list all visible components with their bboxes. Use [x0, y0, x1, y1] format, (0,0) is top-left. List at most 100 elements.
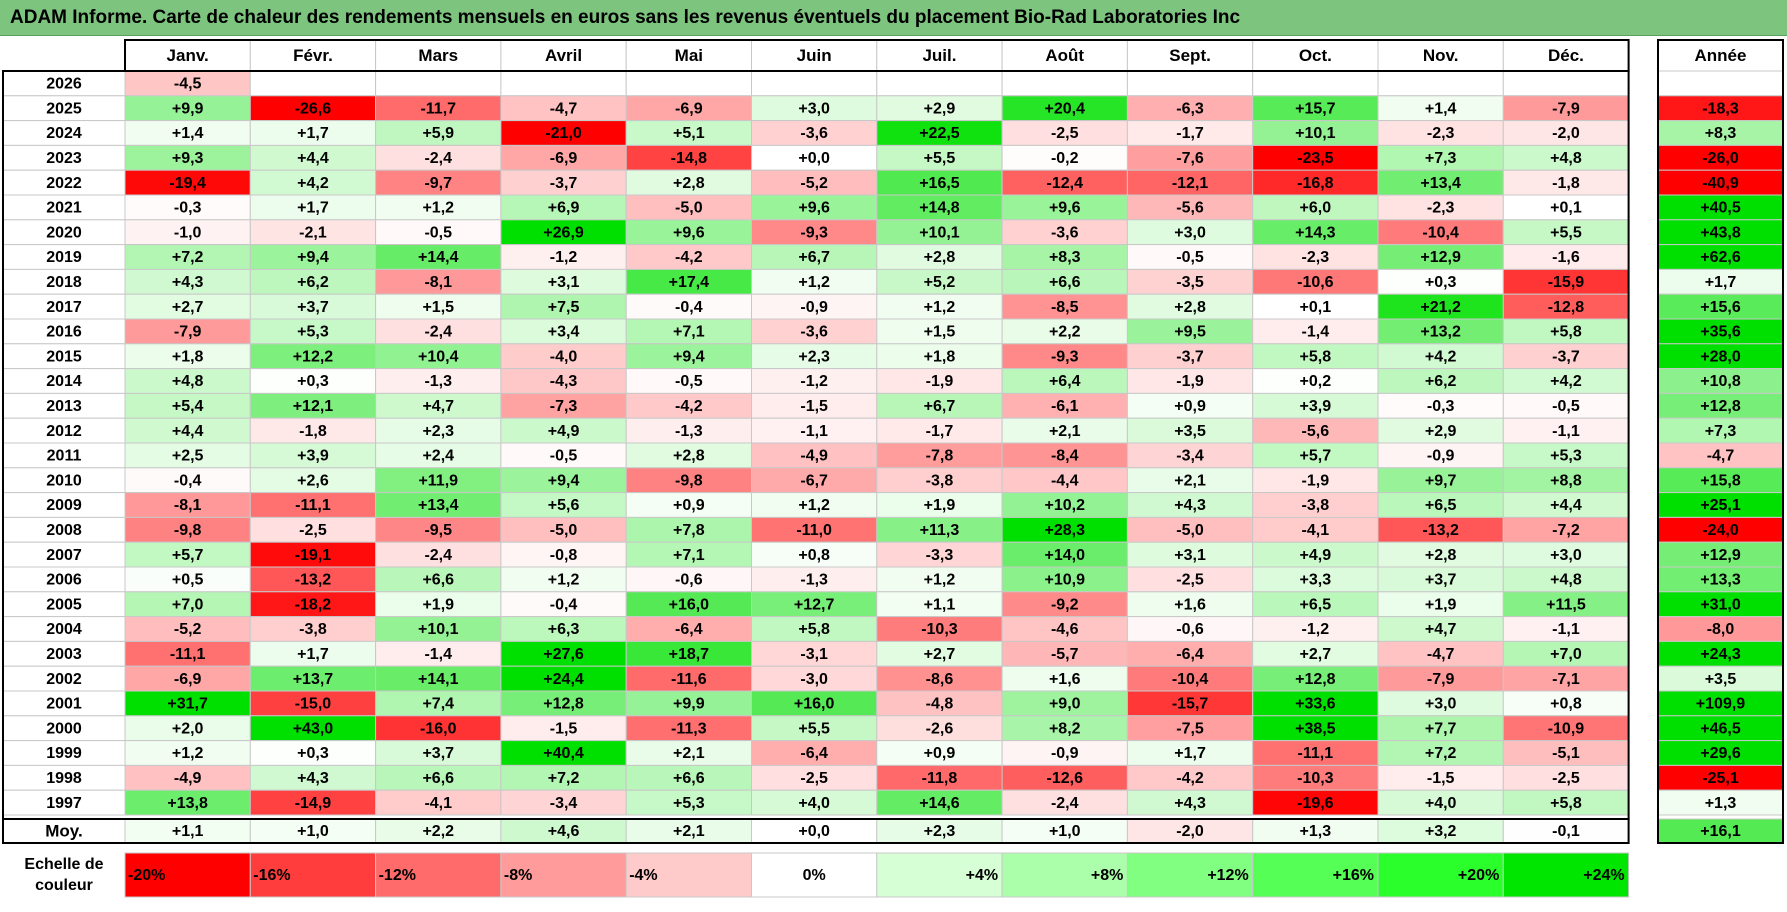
heatmap-cell	[1001, 318, 1128, 345]
heatmap-cell	[1377, 169, 1504, 196]
heatmap-value: -11,1	[295, 497, 331, 514]
heatmap-cell	[1502, 70, 1630, 97]
heatmap-cell	[249, 293, 377, 320]
heatmap-cell	[249, 467, 377, 494]
heatmap-value: +0,9	[1174, 398, 1206, 415]
heatmap-value: -1,4	[1302, 324, 1330, 341]
heatmap-value: -4,4	[1051, 472, 1079, 489]
heatmap-cell	[500, 492, 627, 518]
year-cell	[2, 442, 126, 469]
heatmap-cell	[124, 566, 251, 593]
heatmap-value: -0,3	[174, 200, 202, 217]
heatmap-value: +1,1	[924, 596, 956, 613]
heatmap-value: -1,5	[550, 720, 578, 737]
heatmap-cell	[876, 690, 1003, 717]
average-cell	[1377, 818, 1504, 844]
heatmap-cell	[1502, 120, 1630, 146]
heatmap-value: -2,5	[1051, 125, 1079, 142]
heatmap-value: +14,4	[418, 249, 459, 266]
heatmap-value: -2,6	[926, 720, 954, 737]
heatmap-cell	[1252, 417, 1379, 444]
heatmap-value: +3,0	[1174, 224, 1206, 241]
heatmap-value: +10,9	[1045, 572, 1086, 589]
heatmap-cell	[1377, 120, 1504, 146]
heatmap-value: +9,6	[798, 200, 830, 217]
heatmap-value: +0,3	[297, 745, 329, 762]
heatmap-value: -7,9	[174, 324, 202, 341]
annual-value: -40,9	[1702, 175, 1739, 192]
scale-swatch	[1126, 852, 1254, 898]
heatmap-value: -1,8	[1552, 175, 1580, 192]
heatmap-value: +1,9	[924, 497, 956, 514]
heatmap-cell	[1126, 492, 1254, 518]
heatmap-value: +1,2	[548, 572, 580, 589]
heatmap-cell	[1502, 640, 1630, 667]
heatmap-value: +3,1	[548, 274, 580, 291]
heatmap-value: +2,8	[1425, 547, 1457, 564]
heatmap-cell	[751, 516, 878, 543]
heatmap-value: -3,7	[1176, 348, 1204, 365]
heatmap-cell	[1001, 640, 1128, 667]
heatmap-value: +13,8	[167, 795, 208, 812]
heatmap-cell	[1252, 392, 1379, 419]
heatmap-value: +5,4	[172, 398, 204, 415]
annual-cell	[1657, 715, 1784, 742]
heatmap-value: -3,6	[800, 324, 828, 341]
heatmap-cell	[1377, 616, 1504, 642]
heatmap-value: -1,2	[800, 373, 828, 390]
year-label: 2010	[46, 472, 82, 489]
scale-label: couleur	[35, 877, 93, 894]
heatmap-cell	[625, 169, 753, 196]
heatmap-cell	[1126, 764, 1254, 791]
heatmap-value: +12,8	[543, 696, 584, 713]
heatmap-value: +4,7	[1425, 621, 1457, 638]
heatmap-value: +10,4	[418, 348, 459, 365]
heatmap-value: -10,6	[1297, 274, 1334, 291]
heatmap-cell	[375, 492, 502, 518]
heatmap-value: -5,2	[174, 621, 202, 638]
heatmap-cell	[876, 368, 1003, 394]
heatmap-value: +20,4	[1045, 100, 1086, 117]
heatmap-value: +14,8	[919, 200, 960, 217]
heatmap-value: +9,4	[297, 249, 329, 266]
heatmap-value: -3,8	[1302, 497, 1330, 514]
heatmap-value: -13,2	[295, 572, 332, 589]
heatmap-cell	[500, 442, 627, 469]
average-cell	[1126, 818, 1254, 844]
heatmap-value: +9,5	[1174, 324, 1206, 341]
heatmap-value: -2,4	[424, 547, 452, 564]
heatmap-value: -9,3	[1051, 348, 1079, 365]
heatmap-cell	[751, 665, 878, 692]
year-cell	[2, 219, 126, 246]
column-header-label: Juin	[797, 46, 832, 65]
heatmap-cell	[1126, 715, 1254, 742]
heatmap-value: +26,9	[543, 224, 584, 241]
heatmap-value: -10,9	[1548, 720, 1585, 737]
heatmap-value: +9,9	[673, 696, 705, 713]
heatmap-cell	[375, 70, 502, 97]
column-header-cell	[876, 39, 1003, 72]
heatmap-cell	[876, 417, 1003, 444]
heatmap-cell	[625, 764, 753, 791]
heatmap-cell	[751, 95, 878, 122]
heatmap-cell	[1126, 417, 1254, 444]
heatmap-value: -3,8	[299, 621, 327, 638]
heatmap-value: -2,5	[1552, 770, 1580, 787]
heatmap-cell	[1126, 318, 1254, 345]
heatmap-cell	[249, 616, 377, 642]
heatmap-value: +1,4	[172, 125, 204, 142]
heatmap-value: -4,2	[675, 398, 703, 415]
heatmap-cell	[625, 120, 753, 146]
heatmap-value: +6,6	[673, 770, 705, 787]
year-cell	[2, 95, 126, 122]
heatmap-value: -6,9	[174, 671, 202, 688]
average-value: +1,0	[297, 823, 329, 840]
heatmap-cell	[1001, 268, 1128, 295]
heatmap-cell	[1502, 442, 1630, 469]
heatmap-value: +4,9	[1300, 547, 1332, 564]
heatmap-cell	[500, 219, 627, 246]
heatmap-cell	[1126, 690, 1254, 717]
scale-swatch-label: +20%	[1458, 867, 1499, 884]
heatmap-value: +6,0	[1300, 200, 1332, 217]
scale-swatch	[751, 852, 878, 898]
